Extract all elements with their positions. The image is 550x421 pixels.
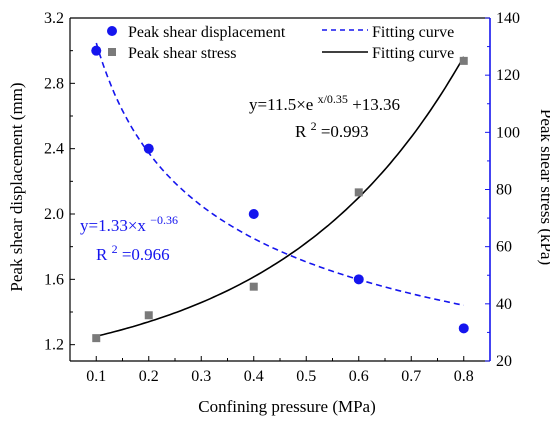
- disp-eq-base: y=1.33×x: [80, 216, 146, 235]
- stress-r2-exp: 2: [311, 119, 317, 133]
- stress-equation: y=11.5×e x/0.35 +13.36: [249, 88, 400, 114]
- disp-eq-exp: −0.36: [150, 213, 178, 227]
- stress-r2-label: R: [295, 122, 307, 141]
- left-y-tick-label: 2.0: [44, 206, 64, 223]
- stress-r2: R 2 =0.993: [295, 115, 369, 141]
- x-tick-label: 0.2: [139, 368, 159, 385]
- axes: [69, 17, 491, 362]
- stress-r2-value: =0.993: [321, 122, 369, 141]
- legend: Peak shear displacement Peak shear stres…: [107, 24, 454, 62]
- right-y-tick-label: 60: [496, 239, 512, 256]
- right-y-tick-label: 20: [496, 353, 512, 370]
- legend-solid-fit-label: Fitting curve: [372, 45, 454, 62]
- stress-eq-tail: +13.36: [352, 95, 400, 114]
- left-y-axis-title: Peak shear displacement (mm): [7, 82, 26, 291]
- x-tick-label: 0.7: [401, 368, 421, 385]
- left-y-tick-label: 3.2: [44, 10, 64, 27]
- stress-point: [144, 311, 153, 320]
- stress-point: [459, 56, 468, 65]
- right-y-tick-label: 100: [496, 124, 520, 141]
- disp-r2-exp: 2: [112, 242, 118, 256]
- x-tick-label: 0.4: [244, 368, 264, 385]
- x-tick-label: 0.6: [349, 368, 369, 385]
- disp-equation: y=1.33×x −0.36: [80, 213, 178, 235]
- right-y-tick-label: 80: [496, 182, 512, 199]
- left-y-tick-label: 2.8: [44, 75, 64, 92]
- x-tick-label: 0.5: [296, 368, 316, 385]
- ticks: 0.1 0.2 0.3 0.4 0.5 0.6 0.7 0.8 1.2 1.6 2.0 2.4 2.8 3…: [44, 10, 520, 385]
- displacement-point: [248, 209, 259, 219]
- disp-r2-value: =0.966: [122, 245, 170, 264]
- fit-curves: [95, 42, 465, 337]
- legend-disp-marker: [107, 26, 117, 36]
- fit-annotation-disp: y=1.33×x −0.36 R 2 =0.966: [80, 213, 178, 264]
- left-y-tick-label: 1.2: [44, 337, 64, 354]
- stress-eq-base: y=11.5×e: [249, 95, 313, 114]
- fit-curve-displacement: [95, 42, 464, 307]
- disp-r2: R 2 =0.966: [96, 238, 170, 264]
- displacement-point: [458, 323, 469, 334]
- legend-stress-label: Peak shear stress: [128, 45, 236, 62]
- right-y-tick-label: 140: [496, 10, 520, 27]
- stress-point: [92, 334, 101, 343]
- stress-eq-exp: x/0.35: [318, 92, 348, 106]
- right-y-tick-label: 40: [496, 296, 512, 313]
- fit-curve-stress: [96, 56, 465, 337]
- fit-annotation-stress: y=11.5×e x/0.35 +13.36 R 2 =0.993: [249, 88, 400, 141]
- displacement-point: [143, 143, 154, 154]
- legend-dashed-fit-label: Fitting curve: [372, 24, 454, 41]
- stress-point: [354, 188, 363, 197]
- x-axis-title: Confining pressure (MPa): [198, 397, 376, 416]
- legend-stress-marker: [108, 48, 116, 56]
- x-tick-label: 0.1: [86, 368, 106, 385]
- left-y-tick-label: 2.4: [44, 141, 64, 158]
- left-y-tick-label: 1.6: [44, 271, 64, 288]
- x-tick-label: 0.3: [191, 368, 211, 385]
- right-y-axis-title: Peak shear stress (kPa): [537, 109, 550, 265]
- displacement-point: [353, 274, 364, 285]
- legend-disp-label: Peak shear displacement: [128, 24, 286, 41]
- x-tick-label: 0.8: [454, 368, 474, 385]
- stress-point: [249, 282, 258, 291]
- data-points: [91, 45, 469, 343]
- displacement-point: [91, 45, 102, 56]
- disp-r2-label: R: [96, 245, 108, 264]
- right-y-tick-label: 120: [496, 67, 520, 84]
